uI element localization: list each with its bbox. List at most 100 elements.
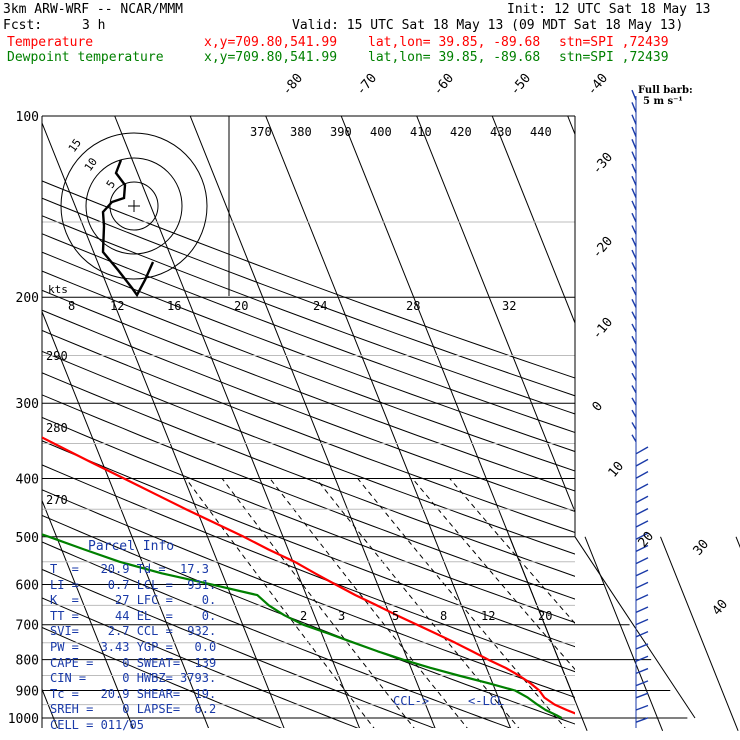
wind-barb (635, 581, 649, 589)
dry-adiabat-line (42, 626, 283, 728)
dry-adiabats (42, 180, 575, 728)
lower-chart-extension (509, 536, 740, 731)
temperature-trace (42, 436, 575, 715)
wind-barb (631, 299, 637, 308)
dry-adiabat-line (42, 215, 575, 415)
wind-barb (635, 594, 649, 601)
parcel-row-t: T = 20.9 Td = 17.3 (50, 562, 209, 576)
model-title: 3km ARW-WRF -- NCAR/MMM (3, 2, 184, 17)
wind-barb (631, 262, 637, 272)
pressure-tick-label: 100 (16, 110, 39, 125)
mixing-scale-label: 12 (110, 299, 124, 313)
wind-barb (631, 237, 637, 247)
wind-barb (635, 680, 649, 687)
wind-barb (635, 520, 649, 528)
wind-barb (631, 249, 637, 259)
wind-barb (631, 422, 637, 430)
isotherm-label: -50 (508, 71, 535, 99)
isotherm-label: 10 (606, 459, 628, 481)
wind-barb (635, 618, 649, 626)
dry-adiabat-line (42, 329, 575, 534)
dry-adiabat-line (42, 489, 575, 698)
isotherm-line (42, 121, 285, 728)
isotherm-line (114, 116, 361, 728)
wind-barb (635, 692, 649, 699)
wind-barb (631, 188, 637, 198)
mixing-ratio-label: 3 (338, 609, 345, 623)
hodograph-ring-label: 15 (66, 136, 84, 154)
wind-barb (635, 704, 649, 711)
dry-adiabat-line (42, 270, 575, 472)
dry-adiabat-label: 270 (46, 493, 68, 507)
parcel-row-cin: CIN = 0 HWBZ= 3793. (50, 671, 217, 686)
wind-barb (631, 175, 637, 186)
isotherm-line (416, 116, 575, 514)
ccl-marker: CCL-> (393, 694, 429, 708)
wind-barb (635, 569, 649, 577)
temperature-station: stn=SPI ,72439 (559, 35, 669, 50)
pressure-tick-label: 900 (16, 684, 39, 699)
wind-barb (631, 126, 637, 137)
wind-barb (635, 655, 649, 662)
wind-barb (635, 717, 649, 723)
isotherm-label: -40 (585, 71, 612, 99)
mixing-ratio-label: 12 (481, 609, 495, 623)
wind-barb (631, 102, 637, 113)
sounding-traces (42, 436, 575, 719)
parcel-row-svi: SVI= 2.7 CCL = 932. (50, 624, 217, 639)
dry-adiabat-line (42, 309, 575, 513)
isotherm-label: -30 (590, 150, 617, 178)
wind-barb (631, 348, 637, 357)
parcel-row-sreh: SREH = 0 LAPSE= 6.2 (50, 702, 217, 717)
theta-label: 390 (330, 125, 352, 139)
isotherm-line (42, 310, 210, 728)
lcl-marker: <-LCL (468, 694, 504, 708)
wind-barb (631, 286, 637, 296)
pressure-tick-label: 1000 (8, 712, 39, 727)
dry-adiabat-line (42, 289, 575, 492)
dry-adiabat-line (42, 197, 575, 397)
parcel-row-cell: CELL = 011/05 (50, 718, 144, 732)
pressure-tick-label: 800 (16, 654, 39, 669)
hodograph-ring-label: 5 (104, 178, 118, 191)
mixing-ratio-label: 2 (300, 609, 307, 623)
hodograph-ring (85, 157, 183, 255)
dry-adiabat-line (42, 514, 575, 725)
parcel-row-cape: CAPE = 0 SWEAT= 139 (50, 655, 217, 670)
mixing-ratio-label: 8 (440, 609, 447, 623)
isotherm-extension (584, 536, 664, 731)
valid-time: Valid: 15 UTC Sat 18 May 13 (09 MDT Sat … (292, 18, 684, 33)
dry-adiabat-line (42, 440, 575, 648)
wind-barb (631, 409, 637, 418)
dewpoint-xy: x,y=709.80,541.99 (204, 50, 338, 65)
pressure-tick-label: 400 (16, 472, 39, 487)
wind-barb (631, 89, 637, 101)
mixing-ratio-line (357, 478, 566, 728)
wind-barb (635, 483, 649, 492)
wind-barb (631, 385, 637, 394)
pressure-tick-label: 600 (16, 578, 39, 593)
mixing-scale-label: 24 (313, 299, 327, 313)
wind-barb (631, 360, 637, 369)
theta-label: 370 (250, 125, 272, 139)
lower-right-edge (574, 536, 696, 719)
wind-barb (631, 151, 637, 162)
isotherm-label: 30 (691, 537, 713, 559)
isotherm-label: 20 (636, 529, 658, 551)
wind-barb (635, 606, 649, 614)
isotherm-label: -20 (590, 234, 617, 262)
parcel-row-tc: Tc = 20.9 SHEAR= 19. (50, 686, 217, 701)
dry-adiabat-line (42, 394, 575, 600)
dry-adiabat-label: 290 (46, 349, 68, 363)
wind-barb (635, 532, 649, 540)
barb-legend-title: Full barb: (638, 85, 693, 96)
mixing-ratio-line (315, 478, 520, 728)
pressure-tick-label: 500 (16, 531, 39, 546)
theta-label: 400 (370, 125, 392, 139)
isotherm-label: 0 (590, 399, 607, 415)
forecast-label: Fcst: (3, 18, 43, 33)
dry-adiabat-line (42, 568, 435, 728)
wind-barb (635, 458, 649, 467)
theta-label: 440 (530, 125, 552, 139)
isotherm-line (567, 116, 575, 136)
